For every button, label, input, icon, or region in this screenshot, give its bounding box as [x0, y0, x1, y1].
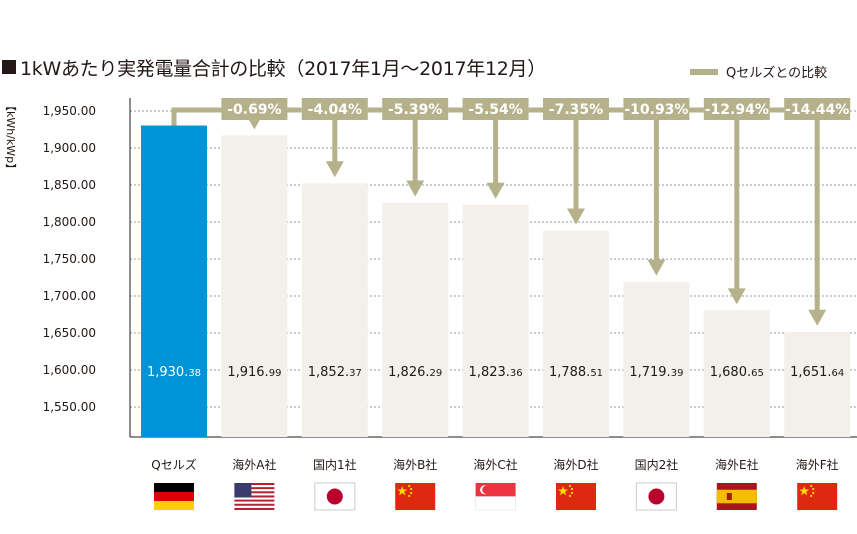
bar — [543, 230, 609, 437]
x-category-label: 海外A社 — [232, 457, 276, 472]
y-tick-label: 1,650.00 — [43, 326, 96, 340]
singapore-flag — [475, 483, 516, 511]
connector-line — [171, 107, 225, 126]
diff-label: -10.93% — [624, 102, 688, 118]
diff-label-box — [784, 98, 851, 120]
bar — [382, 202, 449, 437]
diff-label: -5.54% — [468, 102, 522, 118]
value-label: 1,823.36 — [469, 365, 523, 380]
diff-label-box — [623, 98, 690, 120]
y-axis-label: 【kWh/kWp】 — [4, 100, 17, 175]
arrow-head — [486, 182, 505, 199]
value-label: 1,651.64 — [790, 365, 844, 380]
value-label: 1,930.38 — [147, 365, 201, 380]
china-flag — [395, 483, 436, 510]
japan-flag — [635, 482, 677, 511]
y-tick-label: 1,950.00 — [43, 104, 96, 118]
diff-label-box — [703, 98, 770, 120]
usa-flag — [234, 483, 275, 510]
bar — [623, 281, 690, 437]
legend-label: Qセルズとの比較 — [726, 66, 828, 81]
diff-label: -12.94% — [705, 102, 769, 118]
x-category-label: 海外E社 — [715, 457, 759, 472]
china-flag — [556, 483, 596, 510]
arrow-head — [245, 113, 264, 130]
diff-label-box — [382, 98, 449, 120]
bar — [221, 135, 288, 437]
diff-label: -4.04% — [308, 102, 362, 118]
y-tick-label: 1,750.00 — [43, 252, 96, 266]
bar — [141, 125, 207, 437]
x-category-label: 海外B社 — [393, 457, 437, 472]
diff-label-box — [301, 98, 368, 120]
bar — [462, 204, 529, 437]
legend-swatch — [690, 68, 718, 75]
value-label: 1,916.99 — [227, 365, 281, 380]
japan-flag — [314, 482, 356, 511]
value-label: 1,852.37 — [308, 365, 362, 380]
spain-flag — [716, 483, 757, 510]
value-label: 1,788.51 — [549, 365, 603, 380]
value-label: 1,680.65 — [710, 365, 764, 380]
x-category-label: 国内2社 — [635, 457, 679, 472]
y-tick-label: 1,900.00 — [43, 141, 96, 155]
y-tick-label: 1,850.00 — [43, 178, 96, 192]
diff-label-box — [543, 98, 609, 120]
x-category-label: 海外D社 — [553, 457, 598, 472]
bar — [784, 331, 851, 437]
arrow-head — [567, 208, 585, 225]
arrow-head — [647, 259, 666, 276]
diff-label: -0.69% — [227, 102, 281, 118]
arrow-head — [727, 288, 746, 305]
diff-label-box — [221, 98, 288, 120]
title-square-icon — [2, 60, 16, 74]
diff-label: -14.44% — [785, 102, 849, 118]
x-category-label: 海外F社 — [796, 457, 839, 472]
legend: Qセルズとの比較 — [690, 62, 827, 81]
y-tick-label: 1,600.00 — [43, 363, 96, 377]
value-label: 1,826.29 — [388, 365, 442, 380]
x-category-label: Qセルズ — [151, 457, 196, 472]
x-category-label: 国内1社 — [313, 457, 357, 472]
china-flag — [797, 483, 838, 510]
value-label: 1,719.39 — [629, 365, 683, 380]
y-tick-label: 1,700.00 — [43, 289, 96, 303]
diff-label-box — [462, 98, 529, 120]
arrow-head — [325, 161, 344, 178]
arrow-head — [808, 309, 827, 326]
bar — [301, 183, 368, 437]
chart-title: 1kWあたり実発電量合計の比較（2017年1月～2017年12月） — [20, 58, 546, 80]
diff-label: -5.39% — [388, 102, 442, 118]
y-tick-label: 1,800.00 — [43, 215, 96, 229]
x-category-label: 海外C社 — [473, 457, 517, 472]
bar — [703, 310, 770, 437]
diff-label: -7.35% — [549, 102, 603, 118]
y-tick-label: 1,550.00 — [43, 400, 96, 414]
germany-flag — [154, 483, 194, 510]
arrow-head — [406, 180, 425, 197]
